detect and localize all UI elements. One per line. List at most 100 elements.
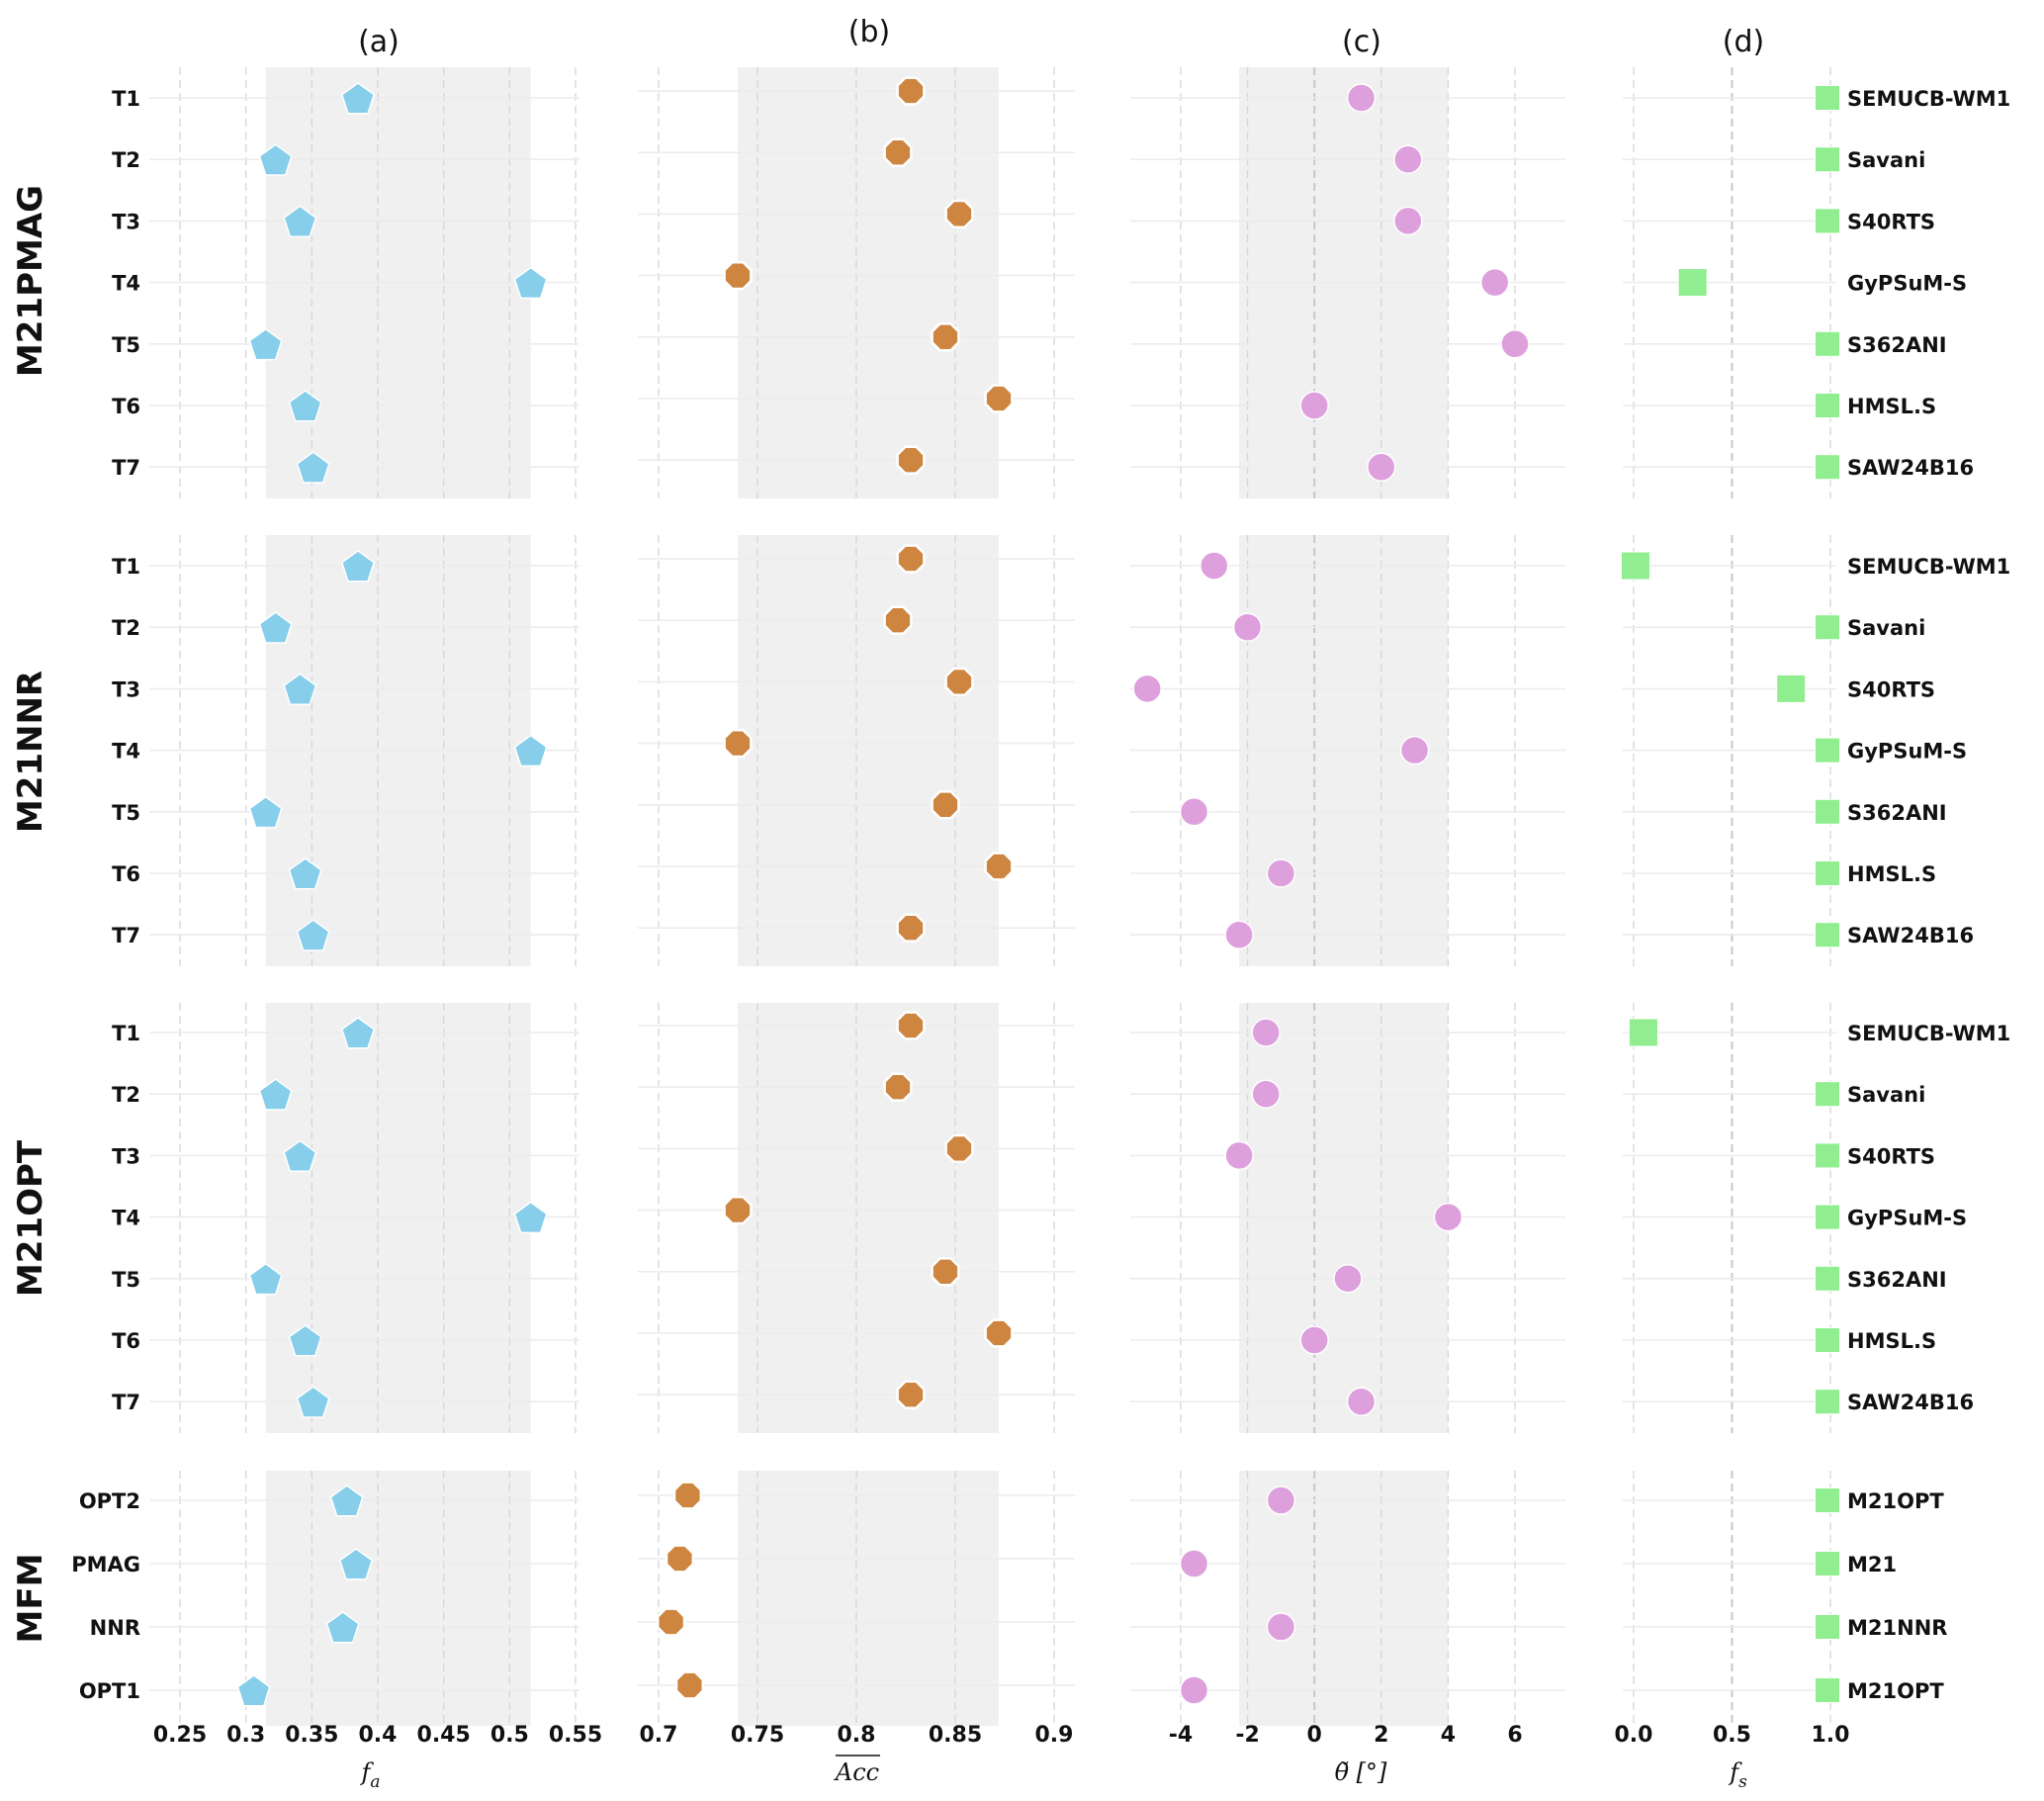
row-label: T5 (112, 801, 140, 825)
row-label: T6 (112, 395, 140, 418)
row-label: T3 (112, 1144, 140, 1168)
data-point-circle (1224, 920, 1254, 949)
panel-d-m21pmag (1623, 67, 1840, 498)
x-axis-label-d: fs (1728, 1758, 1747, 1792)
data-point-circle (1333, 1264, 1363, 1294)
data-point-circle (1299, 1325, 1329, 1355)
shaded-band (265, 1003, 531, 1433)
row-label: OPT2 (79, 1489, 140, 1513)
data-point-octagon (984, 1318, 1014, 1348)
tick-label: 0.4 (359, 1723, 398, 1748)
tick-label: 0.35 (285, 1723, 338, 1748)
row-label: T5 (112, 333, 140, 357)
model-label: S40RTS (1847, 210, 1935, 233)
data-point-circle (1367, 452, 1396, 482)
data-point-pentagon (288, 390, 322, 422)
data-point-pentagon (513, 266, 548, 300)
x-axis-a: 0.25 0.3 0.35 0.4 0.45 0.5 0.55 (153, 1723, 602, 1748)
row-label: T7 (112, 456, 140, 480)
row-label: T6 (112, 1329, 140, 1353)
data-point-square (1815, 922, 1840, 948)
panel-d-m21nnr (1620, 535, 1840, 966)
row-label: T4 (112, 1207, 140, 1230)
panel-title-a: (a) (358, 25, 400, 59)
data-point-square (1677, 268, 1708, 298)
row-label: T3 (112, 210, 140, 233)
shaded-band (738, 67, 999, 498)
panel-title-b: (b) (848, 15, 890, 49)
row-label: NNR (90, 1616, 140, 1640)
model-label: SEMUCB-WM1 (1847, 1022, 2010, 1045)
data-point-square (1815, 1327, 1840, 1353)
data-point-pentagon (236, 1674, 271, 1707)
group-label: M21NNR (11, 671, 50, 833)
group-label: M21OPT (11, 1139, 50, 1297)
data-point-pentagon (258, 611, 293, 644)
model-label: S40RTS (1847, 1144, 1935, 1168)
panel-c-m21opt (1130, 1003, 1565, 1433)
model-label: Savani (1847, 1083, 1925, 1107)
data-point-pentagon (296, 1386, 330, 1418)
data-point-octagon (883, 1072, 913, 1102)
model-label: M21NNR (1847, 1616, 1947, 1640)
model-label: SEMUCB-WM1 (1847, 87, 2010, 111)
shaded-band (738, 1003, 999, 1433)
data-point-pentagon (340, 82, 376, 115)
panel-b-m21nnr (638, 535, 1075, 966)
tick-label: 4 (1441, 1723, 1456, 1748)
shaded-band (1239, 1471, 1449, 1726)
model-label: Savani (1847, 616, 1925, 640)
data-point-pentagon (296, 451, 330, 484)
data-point-circle (1266, 858, 1296, 888)
data-point-pentagon (340, 1017, 376, 1049)
data-point-square (1620, 551, 1650, 581)
row-label: T5 (112, 1268, 140, 1292)
data-point-square (1776, 674, 1807, 703)
data-point-circle (1346, 1387, 1377, 1416)
model-label: GyPSuM-S (1847, 272, 1967, 296)
data-point-octagon (944, 667, 974, 697)
shaded-band (738, 1471, 999, 1726)
tick-label: 0.0 (1615, 1723, 1653, 1748)
row-label: T2 (112, 1083, 140, 1107)
row-label: T2 (112, 148, 140, 172)
panel-b-m21pmag (638, 67, 1075, 498)
group-label: M21PMAG (11, 185, 50, 377)
tick-label: 0.5 (490, 1723, 529, 1748)
data-point-circle (1251, 1018, 1281, 1047)
tick-label: -2 (1235, 1723, 1259, 1748)
tick-label: 0.25 (153, 1723, 207, 1748)
data-point-octagon (896, 1380, 926, 1409)
shaded-band (265, 1471, 531, 1726)
tick-label: 0.5 (1713, 1723, 1751, 1748)
data-point-pentagon (283, 673, 317, 705)
tick-label: 0.3 (226, 1723, 265, 1748)
tick-label: 0.55 (549, 1723, 602, 1748)
group-mfm: MFM OPT2 PMAG NNR OPT1 M21OPT M21 M21NNR M21OPT (11, 1471, 1947, 1726)
panel-b-m21opt (638, 1003, 1075, 1433)
data-point-square (1628, 1018, 1658, 1047)
panel-b-mfm (638, 1471, 1075, 1726)
row-label: OPT1 (79, 1679, 140, 1703)
data-point-pentagon (248, 327, 283, 361)
row-label: T4 (112, 272, 140, 296)
data-point-circle (1393, 206, 1423, 236)
data-point-octagon (931, 322, 960, 352)
tick-label: 2 (1374, 1723, 1388, 1748)
data-point-circle (1346, 83, 1377, 113)
tick-label: 6 (1507, 1723, 1522, 1748)
data-point-circle (1500, 329, 1530, 359)
model-label: S362ANI (1847, 333, 1947, 357)
axis-label-subscript: a (370, 1772, 380, 1792)
data-point-circle (1433, 1202, 1464, 1232)
data-point-circle (1393, 144, 1423, 174)
row-label: PMAG (71, 1553, 140, 1576)
data-point-pentagon (248, 1262, 283, 1296)
model-label: S40RTS (1847, 677, 1935, 701)
data-point-octagon (656, 1607, 686, 1637)
panel-c-mfm (1130, 1471, 1565, 1726)
data-point-square (1815, 208, 1840, 234)
panel-title-c: (c) (1342, 25, 1381, 59)
data-point-pentagon (288, 1324, 322, 1357)
data-point-square (1815, 1677, 1840, 1703)
